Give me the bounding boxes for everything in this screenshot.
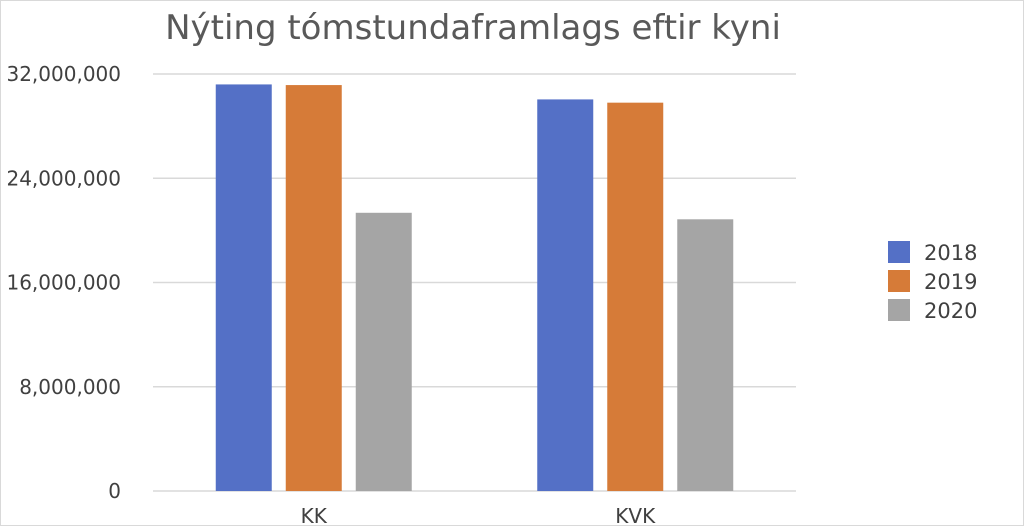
y-axis-ticks: 0 8,000,000 16,000,000 24,000,000 32,000,000 — [6, 62, 121, 503]
bar-kvk-2020 — [677, 219, 734, 491]
legend-swatch — [888, 270, 910, 292]
bar-kk-2019 — [285, 85, 342, 491]
legend-swatch — [888, 241, 910, 263]
chart-title: Nýting tómstundaframlags eftir kyni — [165, 8, 781, 48]
bar-kk-2020 — [355, 212, 412, 491]
x-tick-label: KVK — [615, 504, 656, 525]
legend-swatch — [888, 299, 910, 321]
y-tick-label: 24,000,000 — [6, 166, 121, 190]
bar-kvk-2019 — [607, 102, 664, 491]
legend-label: 2019 — [924, 270, 977, 294]
legend: 2018 2019 2020 — [888, 241, 977, 323]
bar-kvk-2018 — [537, 99, 594, 491]
x-axis-ticks: KK KVK — [301, 504, 656, 528]
y-tick-label: 16,000,000 — [6, 271, 121, 295]
bars — [215, 84, 734, 492]
y-tick-label: 0 — [108, 479, 121, 503]
x-tick-label: KK — [301, 504, 328, 525]
y-tick-label: 32,000,000 — [6, 62, 121, 86]
bar-kk-2018 — [215, 84, 272, 492]
legend-label: 2020 — [924, 299, 977, 323]
y-tick-label: 8,000,000 — [19, 375, 121, 399]
legend-label: 2018 — [924, 241, 977, 265]
